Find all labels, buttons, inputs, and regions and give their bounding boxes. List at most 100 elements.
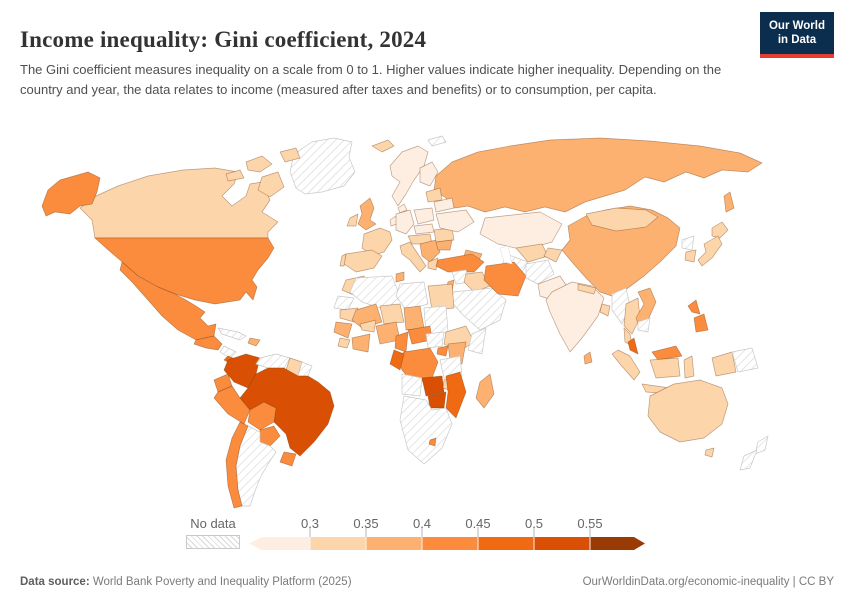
country-poland[interactable] — [413, 207, 435, 225]
country-ireland[interactable] — [346, 213, 359, 227]
country-brazil[interactable] — [239, 367, 335, 457]
country-senegal-guinea[interactable] — [333, 321, 353, 339]
owid-url-license[interactable]: OurWorldinData.org/economic-inequality |… — [582, 576, 834, 588]
country-sulawesi[interactable] — [683, 355, 695, 379]
country-svalbard[interactable] — [427, 135, 447, 147]
country-ivory-coast-ghana[interactable] — [351, 333, 371, 353]
country-uk[interactable] — [357, 197, 377, 231]
country-kyrgyzstan-tajikistan[interactable] — [543, 247, 563, 263]
country-philippines-south[interactable] — [693, 313, 709, 333]
country-tasmania[interactable] — [704, 447, 715, 458]
country-usa[interactable] — [94, 237, 275, 305]
country-uruguay[interactable] — [279, 451, 297, 467]
country-thailand[interactable] — [623, 297, 641, 335]
country-congo-gabon[interactable] — [389, 349, 405, 371]
legend-no-data-swatch[interactable] — [186, 535, 240, 549]
country-new-zealand-north[interactable] — [754, 435, 769, 455]
country-france[interactable] — [361, 227, 393, 257]
country-niger[interactable] — [379, 303, 405, 325]
country-tanzania[interactable] — [439, 355, 463, 379]
country-greenland[interactable] — [289, 137, 356, 195]
country-sakhalin[interactable] — [723, 191, 735, 213]
country-japan-south[interactable] — [697, 235, 723, 267]
country-egypt[interactable] — [427, 283, 455, 311]
country-mongolia[interactable] — [585, 207, 659, 232]
country-kalimantan[interactable] — [649, 357, 681, 379]
country-czech-slovakia[interactable] — [413, 223, 435, 235]
country-belarus[interactable] — [433, 197, 455, 213]
country-canada-arctic-2[interactable] — [279, 147, 301, 163]
country-papua-new-guinea[interactable] — [731, 347, 759, 373]
country-cuba[interactable] — [217, 327, 247, 341]
country-mozambique[interactable] — [445, 371, 467, 419]
country-bangladesh[interactable] — [599, 303, 611, 317]
country-baffin-island[interactable] — [257, 171, 285, 198]
legend-color-bar[interactable] — [246, 510, 656, 556]
country-saudi-arabia[interactable] — [449, 287, 507, 331]
country-hispaniola[interactable] — [247, 337, 261, 347]
country-chad[interactable] — [403, 305, 425, 331]
country-portugal[interactable] — [339, 253, 347, 267]
country-iran[interactable] — [483, 261, 527, 297]
country-canada-arctic-3[interactable] — [225, 169, 245, 182]
country-bulgaria[interactable] — [435, 239, 453, 251]
country-india[interactable] — [545, 281, 605, 353]
country-sri-lanka[interactable] — [583, 351, 593, 365]
country-new-zealand-south[interactable] — [739, 449, 758, 471]
country-tunisia[interactable] — [395, 271, 405, 283]
country-russia[interactable] — [433, 137, 763, 213]
country-philippines-north[interactable] — [687, 299, 701, 315]
country-denmark[interactable] — [397, 203, 408, 214]
country-australia[interactable] — [647, 379, 729, 443]
country-iceland[interactable] — [371, 139, 395, 153]
country-greece[interactable] — [427, 257, 439, 271]
country-malaysia-borneo[interactable] — [651, 345, 683, 361]
country-chile[interactable] — [225, 421, 249, 509]
country-burkina-faso[interactable] — [359, 319, 377, 333]
country-balkans[interactable] — [419, 239, 441, 263]
owid-logo[interactable]: Our World in Data — [759, 12, 834, 58]
data-source-label: Data source: — [20, 576, 90, 588]
country-western-sahara[interactable] — [333, 295, 355, 311]
country-canada-arctic-1[interactable] — [245, 155, 273, 173]
country-italy[interactable] — [399, 241, 427, 273]
country-germany[interactable] — [395, 209, 415, 235]
country-mexico[interactable] — [119, 261, 217, 341]
country-central-america[interactable] — [193, 335, 223, 351]
country-southern-africa[interactable] — [399, 395, 453, 465]
country-ukraine[interactable] — [435, 209, 475, 233]
country-zambia[interactable] — [421, 375, 445, 397]
country-nepal[interactable] — [577, 283, 597, 295]
country-alaska[interactable] — [41, 171, 101, 217]
country-uganda[interactable] — [436, 345, 449, 357]
country-angola[interactable] — [401, 373, 423, 397]
country-spain[interactable] — [343, 249, 383, 273]
country-north-korea[interactable] — [681, 235, 695, 251]
country-madagascar[interactable] — [475, 373, 495, 409]
country-turkey[interactable] — [435, 253, 485, 273]
legend-tick-labels: 0.3 0.35 0.4 0.45 0.5 0.55 — [246, 516, 666, 532]
country-norway-sweden[interactable] — [389, 145, 429, 207]
country-peru[interactable] — [213, 385, 251, 425]
country-lesotho[interactable] — [428, 437, 437, 447]
owid-logo-line2: in Data — [777, 34, 817, 47]
country-somalia[interactable] — [467, 327, 487, 355]
country-afghanistan[interactable] — [525, 259, 555, 285]
country-malaysia-peninsular[interactable] — [627, 337, 639, 355]
country-south-korea[interactable] — [684, 249, 697, 263]
world-choropleth-map — [41, 135, 769, 509]
country-japan-north[interactable] — [711, 221, 729, 239]
country-sierra-leone-liberia[interactable] — [337, 337, 351, 349]
country-sumatra[interactable] — [611, 349, 641, 381]
legend-no-data-group: No data — [186, 516, 240, 549]
country-cambodia[interactable] — [637, 317, 651, 333]
country-kazakhstan[interactable] — [479, 211, 563, 251]
country-bolivia[interactable] — [247, 401, 277, 431]
country-baltics[interactable] — [425, 187, 443, 203]
country-finland[interactable] — [419, 161, 439, 187]
country-west-papua[interactable] — [711, 351, 737, 377]
country-canada[interactable] — [79, 167, 279, 239]
country-south-sudan[interactable] — [425, 331, 445, 349]
country-libya[interactable] — [395, 281, 429, 311]
country-venezuela[interactable] — [255, 353, 291, 369]
